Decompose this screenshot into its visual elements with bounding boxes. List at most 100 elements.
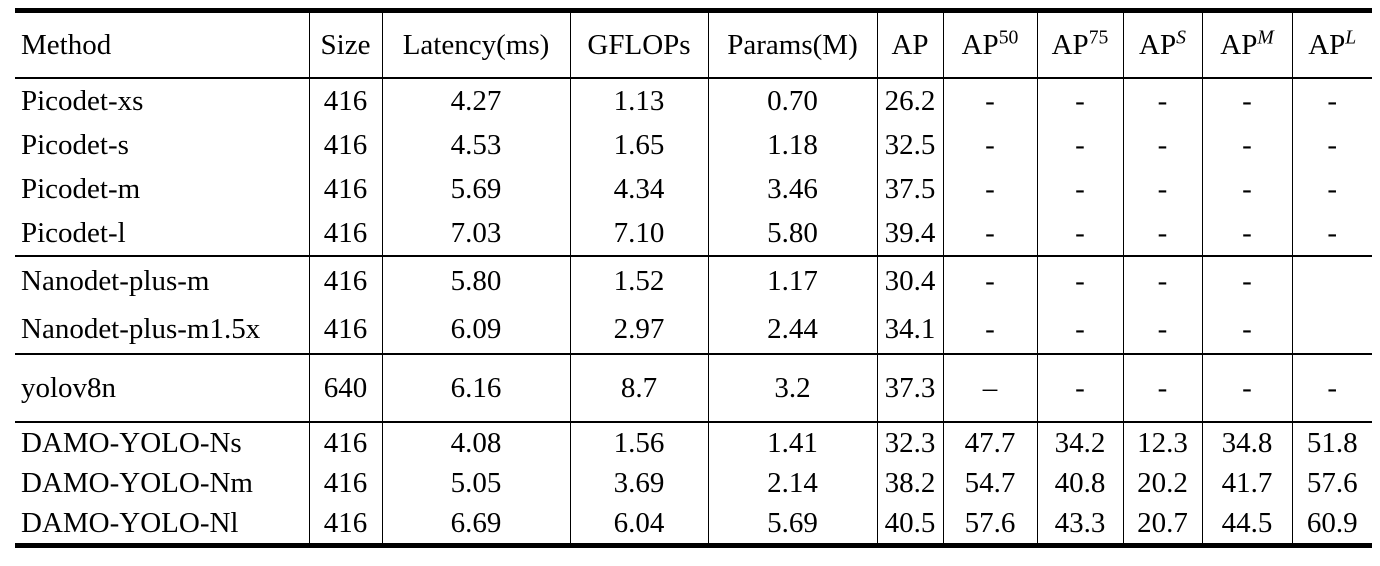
- table-cell: -: [1122, 167, 1202, 211]
- table-row-picodet-s: Picodet-s 416 4.53 1.65 1.18 32.5- - - - -: [15, 123, 1372, 167]
- table-cell: 40.8: [1036, 463, 1123, 503]
- table-cell: 416: [308, 463, 382, 503]
- header-cell-sup: 50: [998, 26, 1019, 49]
- table-cell: 6.16: [381, 353, 570, 422]
- table-cell: 38.2: [876, 463, 943, 503]
- table-cell: 1.56: [569, 421, 708, 463]
- table-cell: -: [1201, 255, 1292, 305]
- table-cell: 34.2: [1036, 421, 1123, 463]
- table-cell: 5.05: [381, 463, 570, 503]
- table-cell: -: [1201, 305, 1292, 354]
- table-cell: 6.09: [381, 305, 570, 354]
- table-cell: 32.5: [876, 123, 943, 167]
- table-cell: 416: [308, 123, 382, 167]
- header-cell-sup: L: [1345, 26, 1357, 49]
- table-cell: 5.80: [381, 255, 570, 305]
- header-cell-apl: APL: [1291, 10, 1372, 79]
- table-cell: 57.6: [1291, 463, 1372, 503]
- table-cell: 3.69: [569, 463, 708, 503]
- table-cell: 2.14: [707, 463, 877, 503]
- table-cell: -: [1122, 211, 1202, 256]
- header-cell-aps: APS: [1122, 10, 1202, 79]
- header-cell-sup: S: [1176, 26, 1186, 49]
- table-cell: 60.9: [1291, 503, 1372, 546]
- table-cell: 416: [308, 78, 382, 123]
- table-cell: 39.4: [876, 211, 943, 256]
- table-cell: -: [1122, 255, 1202, 305]
- table-cell: 20.7: [1122, 503, 1202, 546]
- table-cell: -: [1036, 123, 1123, 167]
- method-cell: Picodet-m: [21, 173, 141, 205]
- table-cell: -: [1291, 78, 1372, 123]
- table-cell: 1.17: [707, 255, 877, 305]
- table-cell: 1.52: [569, 255, 708, 305]
- table-cell: -: [1201, 167, 1292, 211]
- method-cell: Picodet-s: [21, 129, 129, 161]
- header-cell-method: Method: [15, 10, 309, 79]
- table-cell: 3.2: [707, 353, 877, 422]
- table-cell: 416: [308, 503, 382, 546]
- header-cell-base: AP: [1139, 29, 1177, 61]
- table-cell: -: [1201, 78, 1292, 123]
- table-cell: -: [1291, 167, 1372, 211]
- table-cell: -: [942, 78, 1037, 123]
- table-cell: -: [942, 167, 1037, 211]
- table-cell: -: [1291, 353, 1372, 422]
- table-cell: -: [1036, 78, 1123, 123]
- table-cell: 47.7: [942, 421, 1037, 463]
- header-cell-sup: 75: [1088, 26, 1109, 49]
- method-cell: Picodet-xs: [21, 85, 144, 117]
- table-cell: 41.7: [1201, 463, 1292, 503]
- table-row-picodet-l: Picodet-l 416 7.03 7.10 5.80 39.4- - - - -: [15, 211, 1372, 256]
- table-cell: 26.2: [876, 78, 943, 123]
- header-cell-params(m): Params(M): [707, 10, 877, 79]
- method-cell: Picodet-l: [21, 217, 126, 249]
- table-cell: 6.04: [569, 503, 708, 546]
- table-cell: -: [1122, 78, 1202, 123]
- header-cell-ap75: AP75: [1036, 10, 1123, 79]
- header-cell-base: AP: [1220, 29, 1258, 61]
- table-row-damo-yolo-nl: DAMO-YOLO-Nl 416 6.69 6.04 5.69 40.5 57.6 43.3 2…: [15, 503, 1372, 546]
- table-cell: -: [1122, 353, 1202, 422]
- table-cell: 12.3: [1122, 421, 1202, 463]
- benchmark-table: Method Size Latency(ms) GFLOPs Params(M) AP AP…: [15, 8, 1372, 548]
- table-cell: -: [1201, 123, 1292, 167]
- header-cell-ap50: AP50: [942, 10, 1037, 79]
- table-row-damo-yolo-nm: DAMO-YOLO-Nm 416 5.05 3.69 2.14 38.2 54.7 40.8 2…: [15, 463, 1372, 503]
- table-cell: 0.70: [707, 78, 877, 123]
- header-cell-base: AP: [961, 29, 999, 61]
- table-cell: 3.46: [707, 167, 877, 211]
- table-cell: 5.80: [707, 211, 877, 256]
- table-cell: 1.13: [569, 78, 708, 123]
- header-row: Method Size Latency(ms) GFLOPs Params(M) AP AP…: [15, 10, 1372, 79]
- table-cell: 34.8: [1201, 421, 1292, 463]
- table-cell: 57.6: [942, 503, 1037, 546]
- table-cell: 416: [308, 211, 382, 256]
- method-cell: DAMO-YOLO-Nl: [21, 507, 239, 539]
- table-row-picodet-m: Picodet-m 416 5.69 4.34 3.46 37.5- - - - -: [15, 167, 1372, 211]
- table-cell: 416: [308, 305, 382, 354]
- method-cell: Nanodet-plus-m1.5x: [21, 313, 261, 345]
- table-body: Picodet-xs 416 4.27 1.13 0.70 26.2- - - - - Picode…: [15, 78, 1372, 546]
- header-cell-gflops: GFLOPs: [569, 10, 708, 79]
- table-row-nanodet-plus-m: Nanodet-plus-m 416 5.80 1.52 1.17 30.4- - - -: [15, 255, 1372, 305]
- table-cell: 1.65: [569, 123, 708, 167]
- table-cell: 40.5: [876, 503, 943, 546]
- table-cell: -: [1291, 211, 1372, 256]
- header-cell-ap: AP: [876, 10, 943, 79]
- table-header: Method Size Latency(ms) GFLOPs Params(M) AP AP…: [15, 10, 1372, 79]
- table-cell: 37.5: [876, 167, 943, 211]
- table-cell: -: [1036, 167, 1123, 211]
- table-cell: -: [1122, 305, 1202, 354]
- table-cell: 4.08: [381, 421, 570, 463]
- table-cell: -: [1036, 211, 1123, 256]
- table-cell: -: [1291, 123, 1372, 167]
- table-cell: 8.7: [569, 353, 708, 422]
- table-cell: 5.69: [707, 503, 877, 546]
- table-row-picodet-xs: Picodet-xs 416 4.27 1.13 0.70 26.2- - - - -: [15, 78, 1372, 123]
- table-cell: 30.4: [876, 255, 943, 305]
- table-cell: 32.3: [876, 421, 943, 463]
- table-row-nanodet-plus-m1.5x: Nanodet-plus-m1.5x 416 6.09 2.97 2.44 34.1- - -…: [15, 305, 1372, 354]
- table-cell: 1.18: [707, 123, 877, 167]
- table-row-yolov8n: yolov8n 640 6.16 8.7 3.2 37.3– - - - -: [15, 353, 1372, 422]
